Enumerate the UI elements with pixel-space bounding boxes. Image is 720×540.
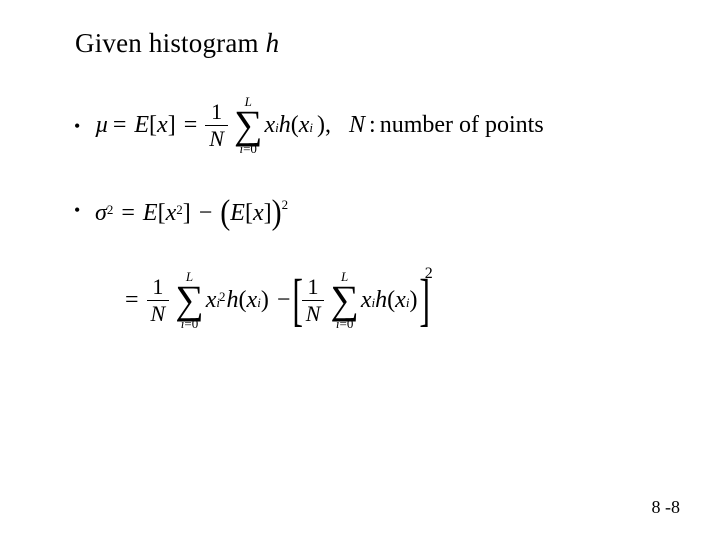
desc-text: number of points [380, 112, 544, 139]
heading-text: Given histogram [75, 28, 266, 58]
sum-symbol: ∑ [234, 108, 263, 142]
sum1-bot-eq: = [184, 316, 191, 331]
xi-b: i [372, 295, 376, 311]
h-a: h [227, 287, 239, 314]
rp-a: ) [261, 287, 269, 314]
lparen: ( [291, 112, 299, 139]
x-a-sq: 2 [219, 289, 226, 305]
lb1: [ [158, 200, 166, 227]
frac1: 1 N [147, 276, 170, 325]
minus: − [277, 287, 291, 314]
fraction-1overN: 1 N [205, 101, 228, 150]
xarg-b: x [395, 287, 406, 314]
equation-variance-expanded: = 1 N L ∑ i=0 x i 2 h ( x i ) − [ [125, 260, 625, 340]
slide: { "heading": { "text_plain": "Given hist… [0, 0, 720, 540]
sym-mu: µ [95, 112, 109, 139]
h-b: h [375, 287, 387, 314]
lp-b: ( [387, 287, 395, 314]
sum2-bot-eq: = [340, 316, 347, 331]
rparen: ) [317, 112, 325, 139]
rp-b: ) [409, 287, 417, 314]
rp-big: ) [272, 196, 282, 231]
minus: − [199, 200, 213, 227]
rb1: ] [183, 200, 191, 227]
frac-num: 1 [207, 101, 226, 123]
x1: x [166, 200, 177, 227]
comma: , [325, 112, 331, 139]
var-x: x [264, 112, 275, 139]
sym-eq2: = [184, 112, 198, 139]
frac1-num: 1 [148, 276, 167, 298]
rb2: ] [264, 200, 272, 227]
big-lbracket: [ [293, 274, 304, 326]
frac1-den: N [147, 303, 170, 325]
paren-sq: 2 [282, 197, 289, 213]
equation-variance-def: σ 2 = E [ x 2 ] − ( E [ x ] ) 2 [95, 186, 625, 240]
eq: = [121, 200, 135, 227]
frac2-den: N [302, 303, 325, 325]
heading-var-h: h [266, 28, 280, 58]
bullet-1: • [74, 116, 80, 137]
slide-heading: Given histogram h [75, 28, 279, 59]
formula-block: µ = E [ x ] = 1 N L ∑ i=0 x i h ( [95, 90, 625, 340]
sum2-bot-0: 0 [347, 316, 354, 331]
lp-a: ( [239, 287, 247, 314]
sym-lbracket: [ [149, 112, 157, 139]
xarg-i-a: i [257, 295, 261, 311]
sum-lower: i=0 [239, 142, 256, 155]
sym-rbracket: ] [168, 112, 176, 139]
sym-x: x [157, 112, 168, 139]
sub-i: i [275, 120, 279, 136]
x-b: x [361, 287, 372, 314]
sum1: L ∑ i=0 [175, 270, 204, 330]
sym-eq: = [113, 112, 127, 139]
sym-N: N [349, 112, 365, 139]
summation: L ∑ i=0 [234, 95, 263, 155]
lb2: [ [245, 200, 253, 227]
equation-mean: µ = E [ x ] = 1 N L ∑ i=0 x i h ( [95, 90, 625, 160]
x1-sq: 2 [176, 202, 183, 218]
arg-sub-i: i [309, 120, 313, 136]
colon: : [369, 112, 376, 139]
bullet-2: • [74, 200, 80, 221]
sigma-sq: 2 [107, 202, 114, 218]
frac-den: N [205, 128, 228, 150]
sum2-bot: i=0 [336, 317, 353, 330]
sum1-sym: ∑ [175, 283, 204, 317]
func-h: h [279, 112, 291, 139]
page-number: 8 -8 [652, 497, 681, 518]
xarg-a: x [247, 287, 258, 314]
sym-E: E [134, 112, 149, 139]
x-a: x [206, 287, 217, 314]
eq: = [125, 287, 139, 314]
lp-big: ( [220, 196, 230, 231]
sym-sigma: σ [95, 200, 107, 227]
frac2: 1 N [302, 276, 325, 325]
x2: x [253, 200, 264, 227]
arg-x: x [299, 112, 310, 139]
sum1-bot-0: 0 [192, 316, 199, 331]
xarg-i-b: i [406, 295, 410, 311]
sum-lower-0: 0 [250, 141, 257, 156]
sum2-sym: ∑ [330, 283, 359, 317]
E1: E [143, 200, 158, 227]
sum2: L ∑ i=0 [330, 270, 359, 330]
frac2-num: 1 [304, 276, 323, 298]
E2: E [230, 200, 245, 227]
bracket-sq: 2 [425, 265, 433, 283]
sum1-bot: i=0 [181, 317, 198, 330]
